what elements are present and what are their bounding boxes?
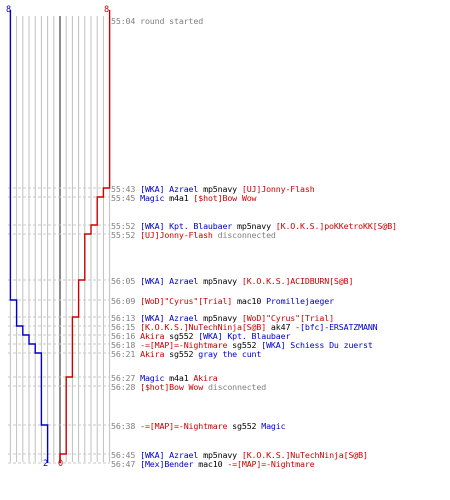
- kill-event-row: 56:15 [K.O.K.S.]NuTechNinja[S@B] ak47 -[…: [111, 322, 378, 332]
- red-player-name: [K.O.K.S.]NuTechNinja[S@B]: [140, 322, 267, 332]
- blue-player-name: [WKA] Kpt. Blaubaer: [198, 331, 291, 341]
- event-timestamp: 56:45: [111, 450, 136, 460]
- event-timestamp: 56:21: [111, 349, 136, 359]
- weapon-name: m4a1: [164, 193, 194, 203]
- weapon-name: sg552: [164, 349, 199, 359]
- kill-event-row: 56:45 [WKA] Azrael mp5navy [K.O.K.S.]NuT…: [111, 450, 368, 460]
- red-start-score: 8: [104, 5, 110, 15]
- weapon-name: mp5navy: [198, 184, 242, 194]
- kill-event-row: 56:09 [WoD]"Cyrus"[Trial] mac10 Promille…: [111, 296, 334, 306]
- event-timestamp: 56:05: [111, 276, 136, 286]
- red-player-name: [$hot]Bow Wow: [193, 193, 257, 203]
- kill-event-row: 55:52 [WKA] Kpt. Blaubaer mp5navy [K.O.K…: [111, 221, 397, 231]
- blue-player-name: Magic: [140, 193, 165, 203]
- event-timestamp: 56:18: [111, 340, 136, 350]
- weapon-name: sg552: [227, 421, 262, 431]
- blue-player-name: Magic: [140, 373, 165, 383]
- event-timestamp: 55:45: [111, 193, 136, 203]
- red-team-alive-line: [59, 10, 111, 463]
- event-timestamp: 56:16: [111, 331, 136, 341]
- blue-player-name: [WKA] Kpt. Blaubaer: [140, 221, 233, 231]
- event-timestamp: 56:15: [111, 322, 136, 332]
- blue-player-name: Magic: [261, 421, 286, 431]
- red-player-name: [$hot]Bow Wow: [140, 382, 204, 392]
- kill-event-row: 56:13 [WKA] Azrael mp5navy [WoD]"Cyrus"[…: [111, 313, 334, 323]
- blue-player-name: [WKA] Azrael: [140, 276, 199, 286]
- red-player-name: Akira: [193, 373, 218, 383]
- event-status-text: disconnected: [212, 230, 276, 240]
- event-timestamp: 56:47: [111, 459, 136, 469]
- kill-event-row: 56:18 -=[MAP]=-Nightmare sg552 [WKA] Sch…: [111, 340, 373, 350]
- red-player-name: [K.O.K.S.]ACIDBURN[S@B]: [241, 276, 354, 286]
- weapon-name: mp5navy: [198, 276, 242, 286]
- weapon-name: mp5navy: [198, 450, 242, 460]
- event-timestamp: 55:04: [111, 16, 136, 26]
- event-timestamp: 55:43: [111, 184, 136, 194]
- red-player-name: Akira: [140, 349, 165, 359]
- blue-end-score: 2: [43, 459, 49, 469]
- weapon-name: mp5navy: [198, 313, 242, 323]
- weapon-name: mac10: [193, 459, 228, 469]
- kill-event-row: 56:47 [Mex]Bender mac10 -=[MAP]=-Nightma…: [111, 459, 315, 469]
- kill-event-row: 55:52 [UJ]Jonny-Flash disconnected: [111, 230, 276, 240]
- red-player-name: Akira: [140, 331, 165, 341]
- weapon-name: m4a1: [164, 373, 194, 383]
- blue-start-score: 8: [6, 5, 12, 15]
- event-timestamp: 56:38: [111, 421, 136, 431]
- weapon-name: ak47: [266, 322, 296, 332]
- weapon-name: mac10: [232, 296, 267, 306]
- kill-event-row: 56:05 [WKA] Azrael mp5navy [K.O.K.S.]ACI…: [111, 276, 353, 286]
- red-player-name: [WoD]"Cyrus"[Trial]: [140, 296, 233, 306]
- kill-event-row: 56:27 Magic m4a1 Akira: [111, 373, 218, 383]
- kill-event-row: 55:43 [WKA] Azrael mp5navy [UJ]Jonny-Fla…: [111, 184, 315, 194]
- event-timestamp: 56:13: [111, 313, 136, 323]
- kill-event-row: 56:16 Akira sg552 [WKA] Kpt. Blaubaer: [111, 331, 290, 341]
- blue-player-name: -[bfc]-ERSATZMANN: [295, 322, 378, 332]
- weapon-name: mp5navy: [232, 221, 276, 231]
- red-player-name: [UJ]Jonny-Flash: [140, 230, 213, 240]
- blue-player-name: [WKA] Azrael: [140, 450, 199, 460]
- event-timestamp: 55:52: [111, 221, 136, 231]
- event-timestamp: 55:52: [111, 230, 136, 240]
- red-player-name: [WoD]"Cyrus"[Trial]: [241, 313, 334, 323]
- red-player-name: [UJ]Jonny-Flash: [241, 184, 315, 194]
- red-player-name: [K.O.K.S.]poKKetroKK[S@B]: [275, 221, 397, 231]
- blue-player-name: [Mex]Bender: [140, 459, 194, 469]
- weapon-name: sg552: [164, 331, 199, 341]
- red-player-name: -=[MAP]=-Nightmare: [140, 421, 228, 431]
- weapon-name: sg552: [227, 340, 262, 350]
- red-player-name: -=[MAP]=-Nightmare: [227, 459, 315, 469]
- kill-event-row: 56:38 -=[MAP]=-Nightmare sg552 Magic: [111, 421, 286, 431]
- round-start-event: 55:04 round started: [111, 16, 203, 26]
- blue-player-name: Promillejaeger: [266, 296, 334, 306]
- blue-player-name: [WKA] Schiess Du zuerst: [261, 340, 373, 350]
- blue-team-alive-line: [9, 10, 49, 463]
- red-player-name: [K.O.K.S.]NuTechNinja[S@B]: [241, 450, 368, 460]
- red-player-name: -=[MAP]=-Nightmare: [140, 340, 228, 350]
- event-timestamp: 56:28: [111, 382, 136, 392]
- kill-event-row: 55:45 Magic m4a1 [$hot]Bow Wow: [111, 193, 257, 203]
- kill-event-row: 56:28 [$hot]Bow Wow disconnected: [111, 382, 266, 392]
- blue-player-name: [WKA] Azrael: [140, 184, 199, 194]
- red-end-score: 0: [58, 459, 64, 469]
- blue-player-name: gray the cunt: [198, 349, 262, 359]
- event-status-text: round started: [140, 16, 204, 26]
- event-timestamp: 56:09: [111, 296, 136, 306]
- kill-event-row: 56:21 Akira sg552 gray the cunt: [111, 349, 261, 359]
- blue-player-name: [WKA] Azrael: [140, 313, 199, 323]
- event-timestamp: 56:27: [111, 373, 136, 383]
- event-status-text: disconnected: [203, 382, 267, 392]
